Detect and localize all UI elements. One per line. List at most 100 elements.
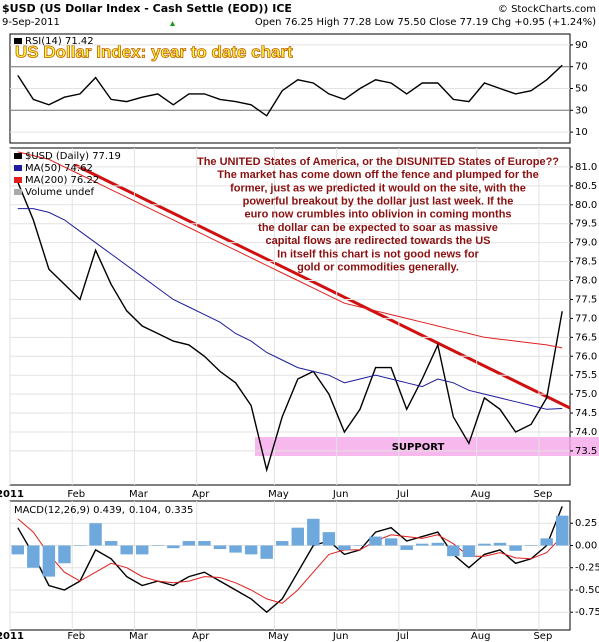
y-tick-label: 80.0 [575, 200, 597, 211]
y-tick-label: 50 [575, 84, 588, 95]
histogram-bar [213, 545, 227, 550]
x-tick-label: Apr [192, 631, 210, 642]
x-tick-label: Jul [396, 631, 409, 642]
y-tick-label: 75.5 [575, 370, 597, 381]
histogram-bar [509, 545, 522, 551]
histogram-bar [462, 545, 476, 558]
histogram-bar [524, 545, 538, 546]
annotation: the dollar can be expected to soar as ma… [258, 222, 498, 234]
histogram-bar [260, 545, 273, 559]
annotation: capital flows are redirected towards the… [266, 235, 491, 247]
legend-entry: 0.104, [129, 505, 161, 516]
legend-swatch [14, 165, 22, 171]
x-tick-label: Mar [129, 489, 149, 500]
x-tick-label: May [268, 489, 289, 500]
legend-swatch [14, 153, 22, 159]
legend-entry: MA(50) 74.62 [25, 163, 93, 174]
up-arrow [170, 21, 175, 26]
histogram-bar [353, 545, 367, 546]
histogram-bar [198, 541, 211, 546]
y-tick-label: 0.00 [575, 540, 597, 551]
x-tick-label: Sep [533, 489, 552, 500]
x-tick-label: Feb [67, 631, 85, 642]
y-tick-label: -0.50 [575, 585, 599, 596]
date: 9-Sep-2011 [2, 17, 60, 28]
support-label: SUPPORT [392, 442, 445, 453]
histogram-bar [244, 545, 258, 555]
annotation: In itself this chart is not good news fo… [277, 248, 479, 260]
series-line [17, 208, 563, 410]
histogram-bar [151, 545, 164, 546]
trend-line [74, 163, 571, 410]
y-tick-label: 77.5 [575, 294, 597, 305]
y-tick-label: 81.0 [575, 162, 597, 173]
x-tick-label: Feb [67, 489, 85, 500]
annotation: The market has come down off the fence a… [217, 169, 539, 181]
histogram-bar [556, 515, 569, 546]
histogram-bar [73, 545, 87, 546]
x-tick-label: Aug [471, 489, 491, 500]
y-tick-label: 10 [575, 127, 588, 138]
histogram-bar [416, 543, 429, 546]
histogram-bar [447, 545, 460, 557]
annotation: gold or commodities generally. [297, 262, 459, 274]
histogram-bar [307, 518, 320, 546]
legend-entry: MA(200) 76.22 [25, 175, 99, 186]
x-tick-label: Sep [533, 631, 552, 642]
legend-swatch [14, 177, 22, 183]
y-tick-label: 0.25 [575, 518, 597, 529]
legend-entry: $USD (Daily) 77.19 [25, 151, 121, 162]
histogram-bar [540, 538, 553, 546]
histogram-bar [276, 541, 289, 546]
y-tick-label: 77.0 [575, 313, 597, 324]
y-tick-label: 70 [575, 62, 588, 73]
histogram-bar [291, 527, 304, 546]
y-tick-label: -0.25 [575, 563, 599, 574]
histogram-bar [400, 545, 413, 550]
x-tick-label: 2011 [0, 631, 24, 642]
series-line [17, 151, 563, 349]
annotation: euro now crumbles into oblivion in comin… [244, 209, 511, 221]
y-tick-label: 73.5 [575, 446, 597, 457]
histogram-bar [478, 543, 491, 546]
series-line [17, 64, 563, 117]
histogram-bar [369, 536, 382, 546]
histogram-bar [11, 545, 24, 555]
histogram-bar [229, 545, 242, 553]
symbol: $USD (US Dollar Index - Cash Settle (EOD… [2, 2, 292, 15]
annotation: powerful breakout by the dollar just las… [243, 196, 514, 208]
y-tick-label: 90 [575, 40, 588, 51]
x-tick-label: Apr [192, 489, 210, 500]
y-tick-label: 78.0 [575, 276, 597, 287]
legend-entry: 0.335 [165, 505, 194, 516]
y-tick-label: 74.0 [575, 427, 597, 438]
x-tick-label: 2011 [0, 489, 24, 500]
histogram-bar [89, 523, 102, 546]
histogram-bar [120, 545, 133, 555]
y-tick-label: 76.5 [575, 332, 597, 343]
y-tick-label: 30 [575, 105, 588, 116]
x-tick-label: Jun [332, 631, 349, 642]
legend-swatch [14, 189, 22, 195]
legend-entry: Volume undef [25, 187, 95, 198]
histogram-bar [338, 545, 351, 550]
legend-entry: MACD(12,26,9) 0.439, [14, 505, 125, 516]
x-tick-label: May [268, 631, 289, 642]
quote: Open 76.25 High 77.28 Low 75.50 Close 77… [255, 17, 596, 28]
histogram-bar [182, 541, 196, 546]
y-tick-label: -0.75 [575, 607, 599, 618]
histogram-bar [493, 542, 507, 546]
histogram-bar [431, 542, 444, 546]
histogram-bar [104, 541, 118, 546]
chart-title: US Dollar Index: year to date chart [15, 42, 293, 61]
histogram-bar [27, 545, 40, 568]
y-tick-label: 79.5 [575, 219, 597, 230]
legend-entry: RSI(14) 71.42 [25, 36, 94, 47]
y-tick-label: 76.0 [575, 351, 597, 362]
legend-swatch [14, 38, 22, 44]
x-tick-label: Mar [129, 631, 149, 642]
credit: © StockCharts.com [498, 4, 596, 15]
x-tick-label: Jul [396, 489, 409, 500]
